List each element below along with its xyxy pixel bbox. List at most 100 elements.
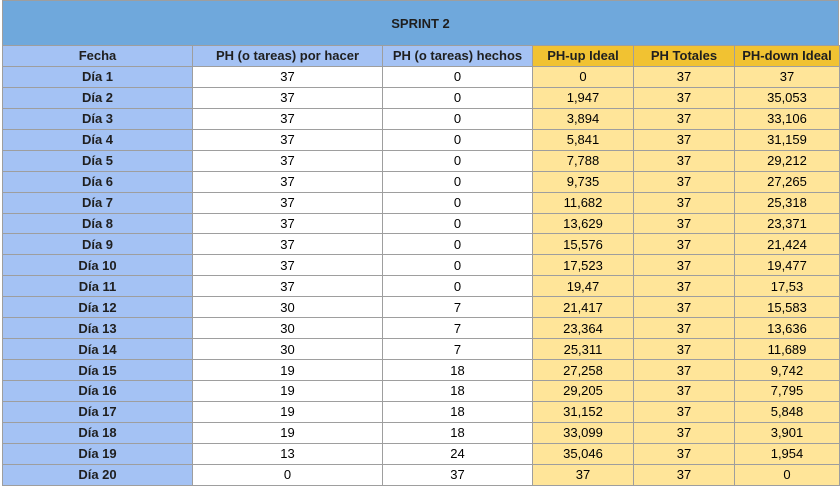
cell-por-hacer[interactable]: 0 <box>192 463 383 486</box>
cell-totales[interactable]: 37 <box>633 233 735 256</box>
cell-fecha[interactable]: Día 11 <box>2 275 193 298</box>
cell-up-ideal[interactable]: 31,152 <box>532 400 634 423</box>
header-down-ideal[interactable]: PH-down Ideal <box>734 45 840 67</box>
cell-hechos[interactable]: 18 <box>382 380 533 402</box>
cell-hechos[interactable]: 7 <box>382 317 533 340</box>
cell-up-ideal[interactable]: 17,523 <box>532 254 634 277</box>
cell-down-ideal[interactable]: 29,212 <box>734 149 840 172</box>
cell-up-ideal[interactable]: 5,841 <box>532 128 634 151</box>
cell-down-ideal[interactable]: 9,742 <box>734 359 840 381</box>
cell-down-ideal[interactable]: 15,583 <box>734 296 840 319</box>
cell-down-ideal[interactable]: 13,636 <box>734 317 840 340</box>
cell-down-ideal[interactable]: 0 <box>734 463 840 486</box>
cell-down-ideal[interactable]: 25,318 <box>734 191 840 214</box>
cell-por-hacer[interactable]: 37 <box>192 191 383 214</box>
header-hechos[interactable]: PH (o tareas) hechos <box>382 45 533 67</box>
cell-por-hacer[interactable]: 30 <box>192 317 383 340</box>
cell-totales[interactable]: 37 <box>633 128 735 151</box>
cell-fecha[interactable]: Día 16 <box>2 380 193 402</box>
cell-hechos[interactable]: 0 <box>382 212 533 235</box>
cell-hechos[interactable]: 0 <box>382 107 533 130</box>
cell-down-ideal[interactable]: 27,265 <box>734 170 840 193</box>
header-fecha[interactable]: Fecha <box>2 45 193 67</box>
cell-fecha[interactable]: Día 20 <box>2 463 193 486</box>
cell-hechos[interactable]: 0 <box>382 128 533 151</box>
cell-totales[interactable]: 37 <box>633 359 735 381</box>
cell-totales[interactable]: 37 <box>633 65 735 88</box>
cell-totales[interactable]: 37 <box>633 254 735 277</box>
header-up-ideal[interactable]: PH-up Ideal <box>532 45 634 67</box>
cell-totales[interactable]: 37 <box>633 442 735 465</box>
cell-totales[interactable]: 37 <box>633 212 735 235</box>
cell-fecha[interactable]: Día 12 <box>2 296 193 319</box>
cell-totales[interactable]: 37 <box>633 317 735 340</box>
cell-down-ideal[interactable]: 35,053 <box>734 86 840 109</box>
cell-up-ideal[interactable]: 25,311 <box>532 338 634 361</box>
cell-down-ideal[interactable]: 11,689 <box>734 338 840 361</box>
cell-fecha[interactable]: Día 18 <box>2 421 193 444</box>
cell-hechos[interactable]: 7 <box>382 296 533 319</box>
cell-down-ideal[interactable]: 31,159 <box>734 128 840 151</box>
cell-fecha[interactable]: Día 10 <box>2 254 193 277</box>
cell-up-ideal[interactable]: 21,417 <box>532 296 634 319</box>
cell-fecha[interactable]: Día 19 <box>2 442 193 465</box>
cell-up-ideal[interactable]: 3,894 <box>532 107 634 130</box>
cell-up-ideal[interactable]: 11,682 <box>532 191 634 214</box>
cell-fecha[interactable]: Día 15 <box>2 359 193 381</box>
cell-hechos[interactable]: 0 <box>382 65 533 88</box>
cell-por-hacer[interactable]: 37 <box>192 254 383 277</box>
cell-fecha[interactable]: Día 8 <box>2 212 193 235</box>
cell-por-hacer[interactable]: 37 <box>192 128 383 151</box>
cell-down-ideal[interactable]: 1,954 <box>734 442 840 465</box>
cell-hechos[interactable]: 0 <box>382 149 533 172</box>
cell-up-ideal[interactable]: 27,258 <box>532 359 634 381</box>
cell-totales[interactable]: 37 <box>633 380 735 402</box>
cell-por-hacer[interactable]: 37 <box>192 107 383 130</box>
cell-fecha[interactable]: Día 17 <box>2 400 193 423</box>
cell-hechos[interactable]: 18 <box>382 359 533 381</box>
cell-down-ideal[interactable]: 17,53 <box>734 275 840 298</box>
cell-hechos[interactable]: 0 <box>382 233 533 256</box>
cell-up-ideal[interactable]: 9,735 <box>532 170 634 193</box>
cell-up-ideal[interactable]: 33,099 <box>532 421 634 444</box>
cell-hechos[interactable]: 0 <box>382 191 533 214</box>
header-por-hacer[interactable]: PH (o tareas) por hacer <box>192 45 383 67</box>
cell-down-ideal[interactable]: 23,371 <box>734 212 840 235</box>
cell-totales[interactable]: 37 <box>633 275 735 298</box>
cell-up-ideal[interactable]: 13,629 <box>532 212 634 235</box>
cell-totales[interactable]: 37 <box>633 86 735 109</box>
cell-down-ideal[interactable]: 5,848 <box>734 400 840 423</box>
cell-up-ideal[interactable]: 19,47 <box>532 275 634 298</box>
cell-fecha[interactable]: Día 14 <box>2 338 193 361</box>
cell-hechos[interactable]: 7 <box>382 338 533 361</box>
cell-por-hacer[interactable]: 37 <box>192 86 383 109</box>
cell-fecha[interactable]: Día 7 <box>2 191 193 214</box>
cell-totales[interactable]: 37 <box>633 296 735 319</box>
cell-por-hacer[interactable]: 37 <box>192 170 383 193</box>
cell-totales[interactable]: 37 <box>633 107 735 130</box>
cell-totales[interactable]: 37 <box>633 421 735 444</box>
cell-por-hacer[interactable]: 37 <box>192 275 383 298</box>
cell-fecha[interactable]: Día 2 <box>2 86 193 109</box>
cell-hechos[interactable]: 0 <box>382 86 533 109</box>
cell-totales[interactable]: 37 <box>633 463 735 486</box>
cell-hechos[interactable]: 0 <box>382 275 533 298</box>
cell-por-hacer[interactable]: 37 <box>192 233 383 256</box>
cell-fecha[interactable]: Día 5 <box>2 149 193 172</box>
cell-up-ideal[interactable]: 0 <box>532 65 634 88</box>
cell-up-ideal[interactable]: 37 <box>532 463 634 486</box>
cell-up-ideal[interactable]: 23,364 <box>532 317 634 340</box>
cell-down-ideal[interactable]: 19,477 <box>734 254 840 277</box>
cell-por-hacer[interactable]: 19 <box>192 421 383 444</box>
cell-down-ideal[interactable]: 3,901 <box>734 421 840 444</box>
cell-up-ideal[interactable]: 29,205 <box>532 380 634 402</box>
cell-hechos[interactable]: 18 <box>382 400 533 423</box>
header-totales[interactable]: PH Totales <box>633 45 735 67</box>
cell-down-ideal[interactable]: 7,795 <box>734 380 840 402</box>
cell-down-ideal[interactable]: 33,106 <box>734 107 840 130</box>
cell-fecha[interactable]: Día 3 <box>2 107 193 130</box>
cell-fecha[interactable]: Día 9 <box>2 233 193 256</box>
cell-por-hacer[interactable]: 30 <box>192 338 383 361</box>
cell-up-ideal[interactable]: 1,947 <box>532 86 634 109</box>
cell-up-ideal[interactable]: 35,046 <box>532 442 634 465</box>
